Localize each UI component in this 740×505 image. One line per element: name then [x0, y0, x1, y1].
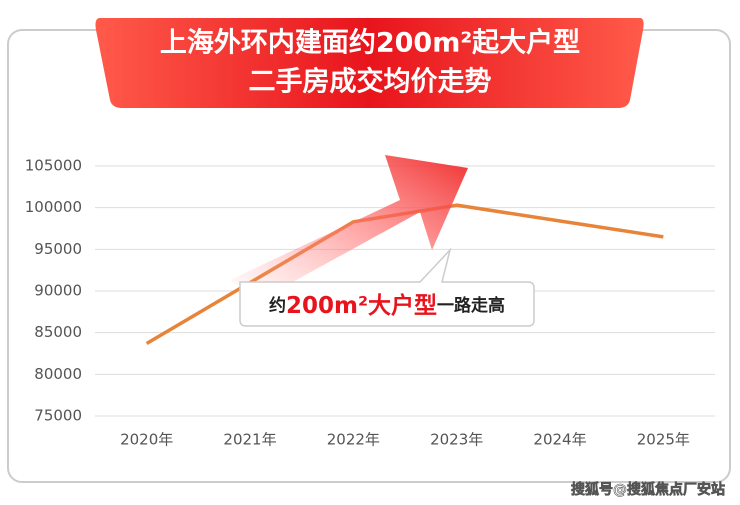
y-tick-label: 75000: [34, 407, 82, 425]
x-tick-label: 2020年: [120, 431, 173, 449]
y-tick-label: 90000: [34, 282, 82, 300]
trend-arrow: [230, 155, 468, 300]
title-banner: [95, 18, 644, 108]
y-tick-label: 105000: [25, 157, 82, 175]
x-tick-label: 2021年: [223, 431, 276, 449]
callout-prefix: 约: [269, 295, 286, 316]
watermark: 搜狐号@搜狐焦点厂安站: [571, 481, 725, 498]
callout-highlight: 200m²大户型: [286, 292, 437, 319]
callout: [239, 247, 535, 327]
y-tick-label: 85000: [34, 323, 82, 341]
x-tick-label: 2023年: [430, 431, 483, 449]
title-line: 二手房成交均价走势: [249, 66, 492, 98]
x-tick-label: 2022年: [327, 431, 380, 449]
title-line: 上海外环内建面约200m²起大户型: [160, 27, 580, 59]
y-tick-label: 95000: [34, 240, 82, 258]
callout-suffix: 一路走高: [437, 295, 505, 316]
x-tick-label: 2025年: [637, 431, 690, 449]
x-tick-label: 2024年: [533, 431, 586, 449]
y-tick-label: 100000: [25, 198, 82, 216]
callout-text: 约200m²大户型一路走高: [269, 292, 505, 319]
y-tick-label: 80000: [34, 365, 82, 383]
